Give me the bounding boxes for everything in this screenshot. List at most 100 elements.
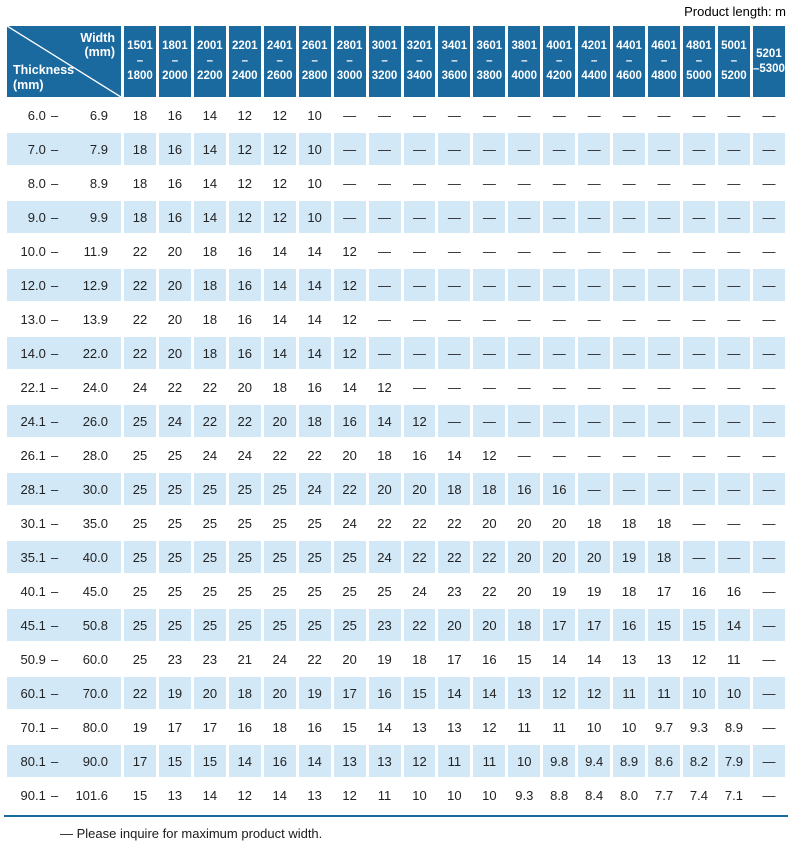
- length-value-cell: —: [648, 167, 680, 199]
- length-value-cell: 25: [228, 507, 261, 539]
- length-value-cell: 15: [403, 677, 436, 709]
- length-value-cell: 24: [333, 507, 366, 539]
- length-value-cell: 14: [193, 167, 226, 199]
- length-value-cell: 25: [263, 507, 296, 539]
- length-value-cell: 22: [298, 643, 331, 675]
- length-value-cell: —: [368, 99, 401, 131]
- length-value-cell: 9.8: [543, 745, 576, 777]
- length-value-cell: —: [683, 303, 715, 335]
- table-row: 90.1–101.6 15 13 14 12 14 13 12 11 10 10 10 9.3 8.8 8.…: [7, 779, 785, 811]
- length-value-cell: 14: [298, 235, 331, 267]
- thickness-range-cell: 12.0–12.9: [7, 269, 121, 301]
- length-value-cell: —: [648, 473, 680, 505]
- length-value-cell: —: [752, 643, 785, 675]
- length-value-cell: —: [648, 371, 680, 403]
- length-value-cell: 19: [124, 711, 156, 743]
- length-value-cell: —: [368, 167, 401, 199]
- length-value-cell: —: [403, 201, 436, 233]
- length-value-cell: —: [613, 337, 646, 369]
- length-value-cell: 10: [717, 677, 750, 709]
- length-value-cell: —: [403, 235, 436, 267]
- length-value-cell: —: [473, 405, 506, 437]
- length-value-cell: —: [508, 99, 541, 131]
- length-value-cell: 22: [403, 541, 436, 573]
- length-value-cell: —: [368, 235, 401, 267]
- width-range-header: 4001 –4200: [543, 26, 576, 97]
- length-value-cell: —: [543, 201, 576, 233]
- length-value-cell: 12: [333, 235, 366, 267]
- length-value-cell: —: [648, 133, 680, 165]
- length-value-cell: 22: [403, 507, 436, 539]
- length-value-cell: 18: [263, 711, 296, 743]
- length-value-cell: 18: [508, 609, 541, 641]
- length-value-cell: —: [683, 235, 715, 267]
- length-value-cell: —: [543, 167, 576, 199]
- length-value-cell: 16: [368, 677, 401, 709]
- length-value-cell: 25: [263, 575, 296, 607]
- length-value-cell: —: [543, 133, 576, 165]
- length-value-cell: 11: [438, 745, 471, 777]
- length-value-cell: —: [717, 133, 750, 165]
- length-value-cell: 18: [613, 507, 646, 539]
- length-value-cell: 22: [438, 507, 471, 539]
- length-value-cell: —: [368, 269, 401, 301]
- length-value-cell: 25: [158, 507, 191, 539]
- length-value-cell: —: [717, 473, 750, 505]
- length-value-cell: —: [333, 201, 366, 233]
- thickness-range-cell: 9.0–9.9: [7, 201, 121, 233]
- length-value-cell: 14: [298, 269, 331, 301]
- length-value-cell: 18: [193, 303, 226, 335]
- length-value-cell: —: [543, 405, 576, 437]
- length-value-cell: —: [683, 99, 715, 131]
- length-value-cell: 17: [333, 677, 366, 709]
- table-row: 60.1–70.0 22 19 20 18 20 19 17 16 15 14 14 13 12 12 11 1…: [7, 677, 785, 709]
- length-value-cell: 22: [158, 371, 191, 403]
- length-value-cell: 16: [613, 609, 646, 641]
- length-value-cell: 22: [228, 405, 261, 437]
- length-value-cell: 24: [263, 643, 296, 675]
- length-value-cell: —: [438, 269, 471, 301]
- length-value-cell: —: [333, 99, 366, 131]
- length-value-cell: 18: [228, 677, 261, 709]
- length-value-cell: —: [683, 269, 715, 301]
- length-value-cell: 14: [228, 745, 261, 777]
- length-value-cell: —: [578, 235, 611, 267]
- length-value-cell: —: [717, 507, 750, 539]
- table-row: 6.0–6.9 18 16 14 12 12 10— — — — — — — — — — — — —: [7, 99, 785, 131]
- thickness-range-cell: 90.1–101.6: [7, 779, 121, 811]
- length-value-cell: —: [438, 337, 471, 369]
- length-value-cell: 20: [438, 609, 471, 641]
- thickness-range-cell: 24.1–26.0: [7, 405, 121, 437]
- thickness-range-cell: 8.0–8.9: [7, 167, 121, 199]
- thickness-axis-label-group: Thickness (mm): [13, 63, 74, 92]
- length-value-cell: —: [543, 439, 576, 471]
- length-value-cell: 10: [473, 779, 506, 811]
- length-value-cell: —: [752, 303, 785, 335]
- width-axis-label-group: Width (mm): [80, 31, 115, 60]
- table-row: 80.1–90.0 17 15 15 14 16 14 13 13 12 11 11 10 9.8 9.4 8…: [7, 745, 785, 777]
- length-value-cell: 20: [333, 439, 366, 471]
- width-axis-label: Width: [80, 31, 115, 45]
- length-value-cell: —: [403, 337, 436, 369]
- length-value-cell: —: [752, 745, 785, 777]
- width-range-header: 4201 –4400: [578, 26, 611, 97]
- length-value-cell: 11: [717, 643, 750, 675]
- length-value-cell: —: [403, 167, 436, 199]
- length-value-cell: 13: [158, 779, 191, 811]
- length-value-cell: —: [438, 133, 471, 165]
- length-value-cell: —: [403, 99, 436, 131]
- length-value-cell: 21: [228, 643, 261, 675]
- length-value-cell: 7.7: [648, 779, 680, 811]
- length-value-cell: —: [752, 779, 785, 811]
- length-value-cell: —: [578, 337, 611, 369]
- width-range-header: 5001 –5200: [717, 26, 750, 97]
- length-value-cell: 12: [228, 99, 261, 131]
- length-value-cell: 15: [648, 609, 680, 641]
- length-value-cell: —: [613, 201, 646, 233]
- length-value-cell: 20: [578, 541, 611, 573]
- length-value-cell: 12: [578, 677, 611, 709]
- length-value-cell: —: [648, 439, 680, 471]
- length-value-cell: —: [508, 303, 541, 335]
- width-range-header: 3201 –3400: [403, 26, 436, 97]
- length-value-cell: —: [752, 473, 785, 505]
